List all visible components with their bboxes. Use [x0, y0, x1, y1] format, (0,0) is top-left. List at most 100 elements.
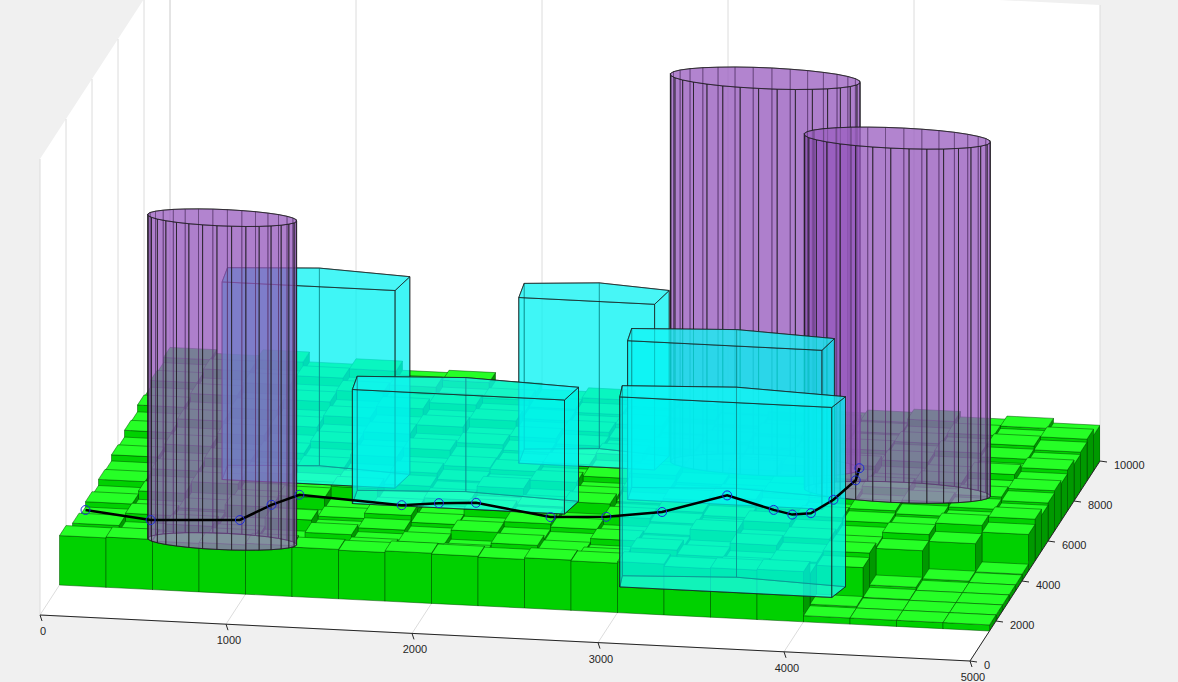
- block-top: [1002, 491, 1055, 503]
- path-line: [86, 468, 860, 520]
- path-marker: [146, 516, 155, 525]
- block-top: [478, 547, 531, 559]
- block-top: [923, 569, 976, 581]
- block-front: [525, 558, 572, 611]
- block-top: [305, 522, 358, 534]
- cylinder-side: [246, 226, 259, 550]
- prism-side: [620, 397, 832, 598]
- path-marker: [472, 498, 481, 507]
- block-top: [571, 551, 624, 563]
- block-top: [863, 587, 916, 599]
- path-marker: [658, 508, 667, 517]
- prism-side: [832, 397, 846, 598]
- y-tick-label: 2000: [1010, 619, 1034, 631]
- x-grid-line: [970, 5, 1100, 661]
- cylinder-side: [177, 222, 189, 547]
- block-top: [1021, 458, 1074, 470]
- y-tick-label: 4000: [1036, 579, 1060, 591]
- cylinder-side: [959, 148, 972, 503]
- axes: [40, 461, 1107, 667]
- x-tick: [970, 661, 972, 667]
- terrain-block: [850, 608, 903, 626]
- terrain-block: [897, 610, 950, 628]
- block-top: [318, 506, 371, 518]
- prism-top: [628, 329, 835, 351]
- x-axis-line: [40, 615, 970, 661]
- path-marker: [235, 516, 244, 525]
- cylinder-side: [259, 226, 271, 550]
- prism: [352, 376, 578, 514]
- prism-top: [352, 376, 578, 400]
- x-tick: [40, 615, 42, 621]
- block-top: [99, 469, 152, 481]
- cylinder-side: [152, 217, 158, 543]
- block-top: [339, 540, 392, 552]
- block-front: [106, 537, 153, 590]
- x-tick: [598, 643, 600, 649]
- block-top: [551, 517, 604, 529]
- cylinder-side: [909, 149, 927, 504]
- y-tick: [1074, 501, 1081, 502]
- block-top: [883, 522, 936, 534]
- block-front: [246, 543, 293, 596]
- terrain-block: [478, 547, 531, 608]
- block-top: [1001, 416, 1054, 428]
- path-marker: [546, 513, 555, 522]
- block-top: [292, 537, 345, 549]
- x-tick-label: 1000: [217, 634, 241, 646]
- block-top: [929, 531, 982, 543]
- cylinder-top: [148, 209, 297, 227]
- block-top: [943, 613, 996, 625]
- block-top: [525, 548, 578, 560]
- y-grid-line: [66, 119, 996, 621]
- block-front: [432, 554, 479, 606]
- block-top: [988, 434, 1041, 446]
- block-top: [982, 522, 1035, 534]
- y-tick-label: 8000: [1088, 499, 1112, 511]
- y-tick-label: 0: [984, 659, 990, 671]
- prism: [620, 386, 846, 598]
- y-tick-label: 6000: [1062, 539, 1086, 551]
- block-top: [1034, 440, 1087, 452]
- path-marker: [397, 501, 406, 510]
- cylinder-side: [189, 224, 203, 549]
- block-top: [491, 533, 544, 545]
- cylinder-side: [971, 146, 981, 501]
- y-tick-label: 10000: [1114, 459, 1145, 471]
- terrain-block: [571, 551, 624, 613]
- path-marker: [769, 505, 778, 514]
- path-marker: [855, 464, 864, 473]
- y-tick: [1022, 581, 1029, 582]
- cylinder-side: [987, 143, 990, 499]
- y-axis-line: [970, 461, 1100, 661]
- cylinder-side: [856, 146, 873, 502]
- block-top: [804, 606, 857, 618]
- path-marker: [267, 500, 276, 509]
- prism-side: [565, 387, 579, 514]
- path-marker: [434, 499, 443, 508]
- terrain-block: [60, 526, 113, 588]
- block-top: [1008, 478, 1061, 490]
- path-marker: [81, 506, 90, 515]
- block-front: [153, 541, 200, 592]
- x-tick-label: 3000: [589, 653, 613, 665]
- block-top: [936, 513, 989, 525]
- terrain-block: [804, 606, 857, 624]
- block-front: [478, 557, 525, 608]
- block-top: [896, 504, 949, 516]
- terrain-block: [292, 537, 345, 599]
- cylinder-side: [203, 225, 217, 550]
- cylinder-side: [157, 219, 166, 544]
- terrain-block: [525, 548, 578, 611]
- block-top: [451, 520, 504, 532]
- prism-top: [620, 386, 846, 408]
- cylinder-top: [804, 127, 990, 149]
- x-grid-line: [40, 0, 170, 615]
- prism-top: [519, 283, 669, 304]
- block-top: [843, 511, 896, 523]
- block-top: [876, 538, 929, 550]
- block-top: [989, 507, 1042, 519]
- block-top: [86, 492, 139, 504]
- block-top: [358, 518, 411, 530]
- block-front: [292, 547, 339, 599]
